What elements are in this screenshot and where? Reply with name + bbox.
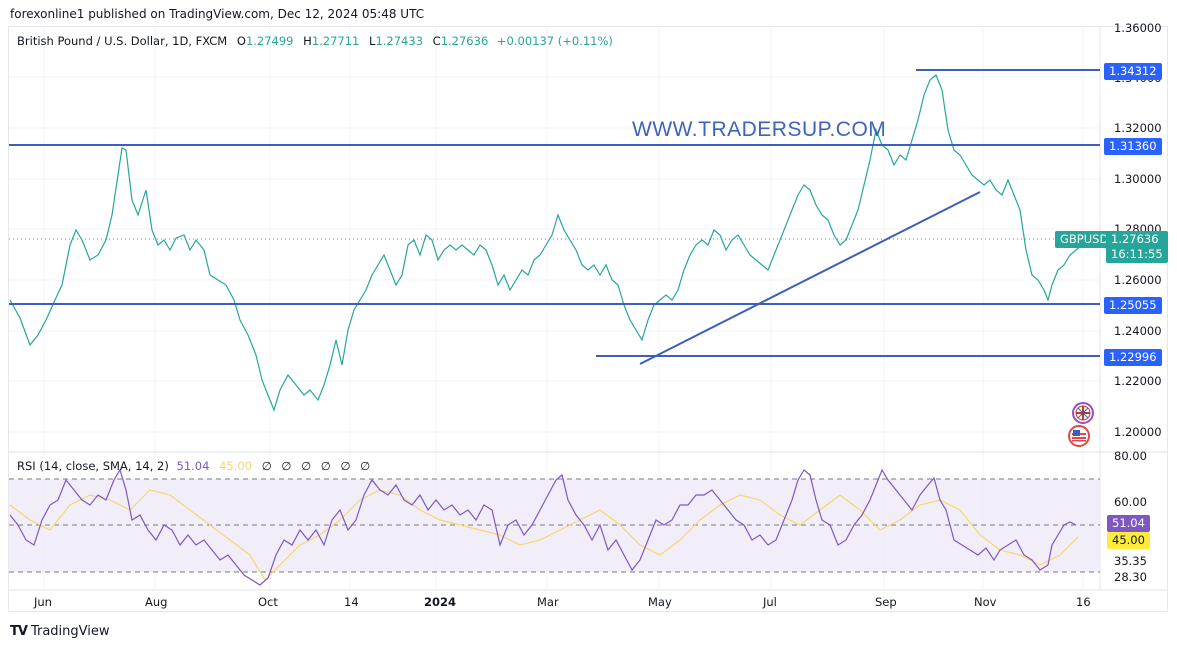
- price-tick: 1.24000: [1114, 324, 1162, 338]
- time-tick: Nov: [974, 595, 997, 609]
- time-tick: 14: [344, 595, 359, 609]
- time-tick: 2024: [424, 595, 456, 609]
- bar-countdown: 16:11:55: [1111, 247, 1163, 261]
- placeholder-icon: ∅: [360, 459, 371, 473]
- rsi-tick: 60.00: [1114, 495, 1147, 509]
- symbol-title: British Pound / U.S. Dollar, 1D, FXCM: [17, 34, 228, 48]
- rsi-title: RSI (14, close, SMA, 14, 2): [17, 459, 169, 473]
- price-tick: 1.26000: [1114, 273, 1162, 287]
- high-value: 1.27711: [311, 34, 360, 48]
- close-label: C: [432, 34, 441, 48]
- price-tick: 1.22000: [1114, 374, 1162, 388]
- price-tick: 1.30000: [1114, 172, 1162, 186]
- placeholder-icon: ∅: [320, 459, 331, 473]
- placeholder-icon: ∅: [340, 459, 351, 473]
- rsi-sma-value: 45.00: [219, 459, 253, 473]
- close-value: 1.27636: [440, 34, 489, 48]
- rsi-axis[interactable]: 80.00 60.00 35.35 28.30: [1114, 449, 1147, 584]
- level-tag-131360: 1.31360: [1104, 138, 1162, 155]
- usd-flag-icon[interactable]: [1068, 425, 1090, 447]
- time-axis[interactable]: Jun Aug Oct 14 2024 Mar May Jul Sep Nov …: [33, 595, 1091, 609]
- brand-name: TradingView: [30, 624, 110, 639]
- footer-brand[interactable]: TV TradingView: [10, 624, 109, 639]
- rsi-line: [9, 468, 1077, 586]
- current-price-value: 1.27636: [1111, 232, 1159, 246]
- rsi-tick: 28.30: [1114, 570, 1147, 584]
- price-candles: [9, 74, 1083, 412]
- price-tick: 1.36000: [1114, 21, 1162, 35]
- trendline[interactable]: [639, 191, 981, 365]
- time-tick: Oct: [258, 595, 278, 609]
- low-label: L: [369, 34, 376, 48]
- current-price-tag: 1.27636 16:11:55: [1106, 231, 1168, 263]
- low-value: 1.27433: [375, 34, 424, 48]
- time-tick: Sep: [875, 595, 897, 609]
- publisher-line: forexonline1 published on TradingView.co…: [10, 7, 425, 21]
- time-tick: Aug: [145, 595, 167, 609]
- placeholder-icon: ∅: [301, 459, 312, 473]
- price-tick: 1.32000: [1114, 121, 1162, 135]
- level-lines[interactable]: [9, 69, 1100, 365]
- level-tag-125055: 1.25055: [1104, 297, 1162, 314]
- placeholder-icon: ∅: [281, 459, 292, 473]
- time-tick: Jul: [762, 595, 777, 609]
- time-tick: Jun: [33, 595, 52, 609]
- tradingview-logo-icon: TV: [10, 624, 28, 639]
- rsi-legend[interactable]: RSI (14, close, SMA, 14, 2) 51.04 45.00 …: [17, 459, 370, 473]
- symbol-price-tag: GBPUSD: [1055, 231, 1114, 248]
- change-value: +0.00137 (+0.11%): [496, 34, 613, 48]
- high-label: H: [303, 34, 312, 48]
- gbp-flag-icon[interactable]: [1072, 402, 1094, 424]
- time-tick: Mar: [537, 595, 559, 609]
- level-tag-122996: 1.22996: [1104, 349, 1162, 366]
- rsi-tick: 80.00: [1114, 449, 1147, 463]
- rsi-sma-tag: 45.00: [1107, 532, 1150, 549]
- open-label: O: [236, 34, 246, 48]
- price-tick: 1.20000: [1114, 425, 1162, 439]
- placeholder-icon: ∅: [261, 459, 272, 473]
- watermark-text: WWW.TRADERSUP.COM: [632, 118, 887, 141]
- time-tick: 16: [1076, 595, 1091, 609]
- rsi-value: 51.04: [176, 459, 210, 473]
- open-value: 1.27499: [245, 34, 294, 48]
- rsi-value-tag: 51.04: [1107, 515, 1150, 532]
- time-tick: May: [648, 595, 672, 609]
- rsi-levels: [9, 478, 1100, 573]
- rsi-tick: 35.35: [1114, 554, 1147, 568]
- level-tag-134312: 1.34312: [1104, 63, 1162, 80]
- symbol-legend[interactable]: British Pound / U.S. Dollar, 1D, FXCM O1…: [17, 34, 613, 48]
- price-axis[interactable]: 1.36000 1.34000 1.32000 1.30000 1.28000 …: [1114, 21, 1162, 439]
- rsi-sma-line: [9, 489, 1079, 581]
